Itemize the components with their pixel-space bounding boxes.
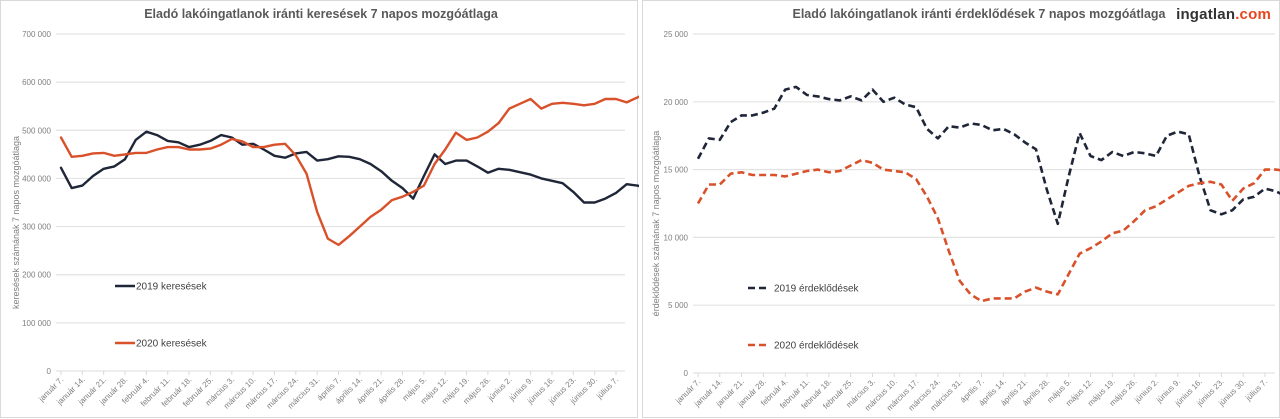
y-tick-label: 10 000: [664, 233, 689, 242]
y-tick-label: 600 000: [22, 78, 51, 87]
inquiries-chart-panel: Eladó lakóingatlanok iránti érdeklődések…: [642, 0, 1280, 418]
searches-chart-panel: Eladó lakóingatlanok iránti keresések 7 …: [0, 0, 639, 418]
legend-label-2020: 2020 keresések: [136, 339, 208, 350]
series-line-2019: [59, 130, 639, 204]
legend-label-2020: 2020 érdeklődések: [774, 341, 860, 352]
y-axis-label: keresések számának 7 napos mozgóátlaga: [11, 136, 21, 309]
y-tick-label: 0: [47, 367, 52, 376]
y-tick-label: 100 000: [22, 319, 51, 328]
chart-title: Eladó lakóingatlanok iránti keresések 7 …: [144, 7, 499, 21]
y-tick-label: 5 000: [668, 301, 689, 310]
legend-label-2019: 2019 keresések: [136, 282, 208, 293]
y-tick-label: 25 000: [664, 30, 689, 39]
y-tick-label: 500 000: [22, 126, 51, 135]
series-line-2019: [696, 85, 1280, 226]
inquiries-chart: Eladó lakóingatlanok iránti érdeklődések…: [651, 7, 1280, 413]
legend-label-2019: 2019 érdeklődések: [774, 284, 860, 295]
brand-suffix: .com: [1235, 6, 1271, 23]
brand-logo: ingatlan.com: [1176, 6, 1271, 23]
x-tick-label: július 7.: [1243, 377, 1269, 403]
y-tick-label: 700 000: [22, 30, 51, 39]
series-line-2020: [59, 95, 639, 247]
y-tick-label: 20 000: [664, 98, 689, 107]
brand-name: ingatlan: [1176, 6, 1236, 23]
y-axis-label: érdeklődések számának 7 napos mozgóátlag…: [651, 131, 661, 317]
chart-title: Eladó lakóingatlanok iránti érdeklődések…: [792, 7, 1166, 21]
y-tick-label: 200 000: [22, 271, 51, 280]
searches-chart: Eladó lakóingatlanok iránti keresések 7 …: [11, 7, 639, 411]
x-tick-label: június 2.: [1132, 377, 1160, 405]
y-tick-label: 0: [684, 369, 689, 378]
y-tick-label: 300 000: [22, 223, 51, 232]
x-tick-label: július 7.: [594, 375, 620, 401]
series-line-2020: [696, 158, 1280, 303]
y-tick-label: 400 000: [22, 174, 51, 183]
y-tick-label: 15 000: [664, 166, 689, 175]
